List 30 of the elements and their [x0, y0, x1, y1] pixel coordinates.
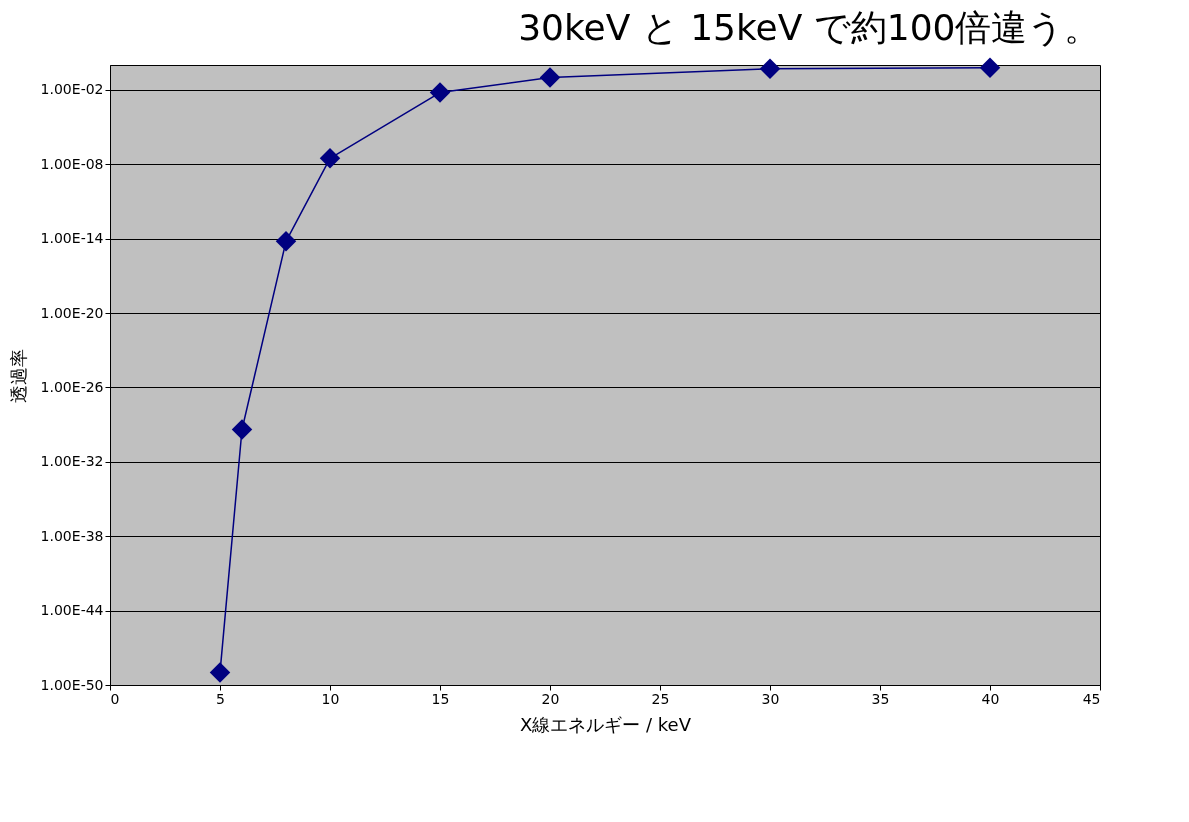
x-tick-label: 15 — [431, 690, 450, 707]
point — [209, 662, 231, 683]
y-tick-label: 1.00E-14 — [40, 230, 104, 247]
y-tick-label: 1.00E-32 — [40, 453, 104, 470]
x-tick-label: 40 — [981, 690, 1000, 707]
y-axis-title: 透過率 — [7, 348, 29, 403]
x-axis-title: X線エネルギー / keV — [519, 713, 692, 735]
y-tick-label: 1.00E-02 — [40, 81, 104, 98]
y-tick-label: 1.00E-20 — [40, 304, 104, 321]
point — [759, 58, 781, 79]
point — [429, 82, 451, 103]
point — [275, 231, 297, 252]
x-tick-label: 5 — [216, 690, 225, 707]
point — [979, 57, 1001, 78]
point — [231, 419, 253, 440]
x-tick-label: 20 — [541, 690, 560, 707]
x-tick-label: 25 — [651, 690, 670, 707]
y-tick-label: 1.00E-08 — [40, 155, 104, 172]
x-tick-label: 0 — [110, 690, 120, 707]
chart-title: 30keV と 15keV で約100倍違う。 — [518, 6, 1101, 48]
point — [539, 67, 561, 88]
x-tick-label: 35 — [871, 690, 890, 707]
point — [319, 148, 341, 169]
y-tick-label: 1.00E-38 — [40, 527, 104, 544]
y-tick-label: 1.00E-26 — [40, 378, 104, 395]
x-tick-label: 45 — [1082, 690, 1101, 707]
x-tick-label: 30 — [761, 690, 780, 707]
x-tick-label: 10 — [321, 690, 340, 707]
y-tick-label: 1.00E-50 — [40, 676, 104, 693]
y-tick-label: 1.00E-44 — [40, 602, 104, 619]
